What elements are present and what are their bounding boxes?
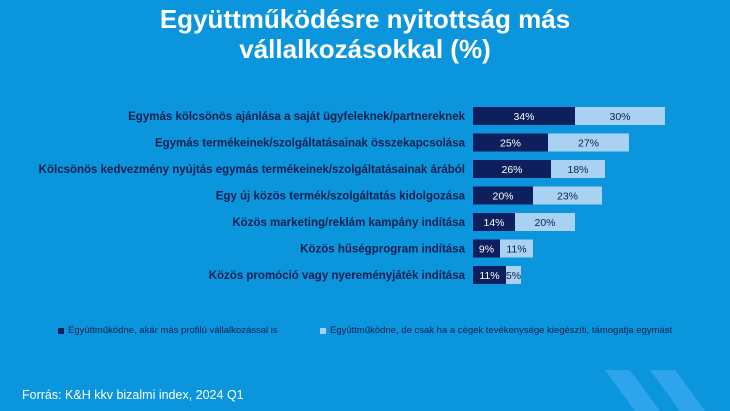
bar-segment-series-2 — [500, 239, 533, 258]
source-note: Forrás: K&H kkv bizalmi index, 2024 Q1 — [22, 388, 244, 402]
chart-title-line-2: vállalkozásokkal (%) — [239, 34, 491, 64]
bar-chart: Egymás kölcsönös ajánlása a saját ügyfel… — [39, 107, 665, 284]
legend-swatch-series-1 — [58, 327, 64, 334]
category-label: Kölcsönös kedvezmény nyújtás egymás term… — [39, 164, 465, 176]
data-label-series-2: 18% — [567, 164, 588, 176]
chart-legend: Együttműködne, akár más profilú vállalko… — [58, 325, 718, 341]
chart-title-line-1: Együttműködésre nyitottság más — [159, 4, 571, 34]
data-label-series-1: 11% — [479, 270, 499, 282]
data-label-series-1: 26% — [501, 164, 522, 176]
data-label-series-1: 9% — [479, 244, 494, 256]
legend-label-series-2: Együttműködne, de csak ha a cégek tevéke… — [330, 325, 673, 336]
bar-segment-series-2 — [548, 133, 629, 152]
bar-segment-series-1 — [473, 160, 551, 178]
chart-title: Együttműködésre nyitottság más vállalkoz… — [0, 4, 730, 64]
data-label-series-2: 23% — [557, 191, 578, 203]
category-label: Közös marketing/reklám kampány indítása — [232, 217, 465, 229]
bar-segment-series-2 — [533, 186, 602, 205]
category-label: Egymás termékeinek/szolgáltatásainak öss… — [155, 138, 466, 150]
bar-segment-series-1 — [473, 186, 533, 205]
bar-segment-series-1 — [473, 133, 548, 152]
data-label-series-2: 27% — [578, 138, 599, 150]
legend-label-series-1: Együttműködne, akár más profilú vállalko… — [68, 325, 278, 336]
bar-segment-series-1 — [473, 239, 500, 258]
bar-segment-series-2 — [506, 266, 521, 284]
data-label-series-2: 5% — [506, 270, 521, 282]
bar-segment-series-1 — [473, 107, 575, 125]
data-label-series-2: 11% — [506, 244, 526, 256]
data-label-series-2: 20% — [534, 217, 555, 229]
category-label: Egymás kölcsönös ajánlása a saját ügyfel… — [128, 111, 465, 123]
data-label-series-1: 25% — [500, 138, 521, 150]
data-label-series-2: 30% — [609, 111, 630, 123]
data-label-series-1: 14% — [483, 217, 504, 229]
category-label: Közös promóció vagy nyereményjáték indít… — [209, 270, 466, 282]
legend-swatch-series-2 — [320, 327, 326, 334]
category-label: Egy új közös termék/szolgáltatás kidolgo… — [216, 191, 466, 203]
data-label-series-1: 20% — [492, 191, 513, 203]
data-label-series-1: 34% — [513, 111, 534, 123]
category-label: Közös hűségprogram indítása — [300, 244, 465, 256]
bar-segment-series-1 — [473, 213, 515, 231]
bar-segment-series-2 — [515, 213, 575, 231]
legend-item-series-2: Együttműködne, de csak ha a cégek tevéke… — [320, 325, 672, 336]
chevron-arrows-icon — [585, 360, 730, 411]
bar-segment-series-2 — [575, 107, 665, 125]
legend-item-series-1: Együttműködne, akár más profilú vállalko… — [58, 325, 278, 336]
bar-segment-series-1 — [473, 266, 506, 284]
bar-segment-series-2 — [551, 160, 605, 178]
